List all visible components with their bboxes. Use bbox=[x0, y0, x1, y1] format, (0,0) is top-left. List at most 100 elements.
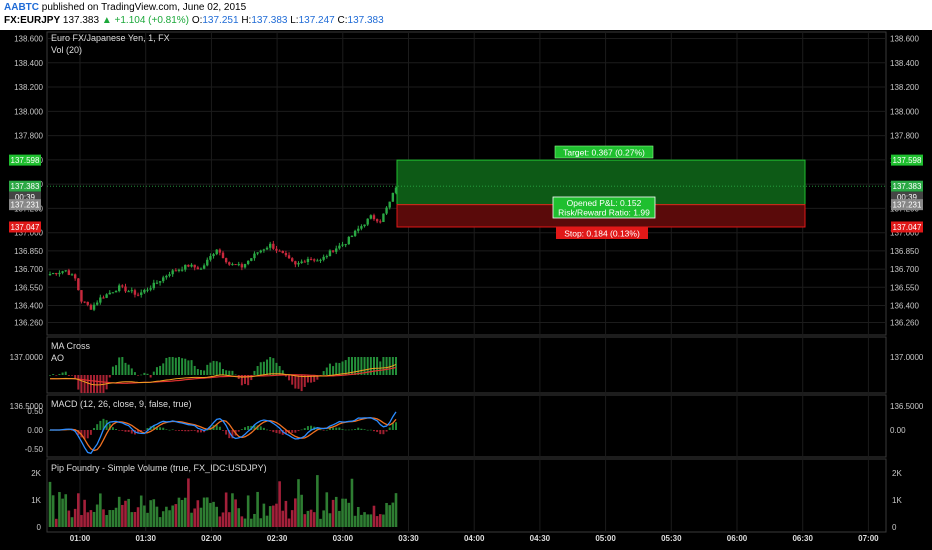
volume-bar bbox=[394, 493, 398, 527]
volume-bar bbox=[234, 499, 237, 527]
macd-hist-bar bbox=[165, 429, 168, 430]
ao-bar bbox=[74, 375, 77, 380]
volume-bar bbox=[187, 478, 190, 527]
macd-hist-bar bbox=[385, 430, 388, 432]
macd-hist-bar bbox=[215, 424, 218, 430]
candle-body bbox=[209, 256, 212, 260]
chart-canvas[interactable]: 138.600 138.600 138.400 138.400 138.200 138.2… bbox=[0, 30, 932, 550]
macd-hist-bar bbox=[99, 420, 102, 430]
ao-bar bbox=[58, 373, 61, 375]
macd-hist-bar bbox=[347, 429, 350, 431]
macd-hist-bar bbox=[240, 429, 243, 430]
candle-body bbox=[80, 290, 83, 302]
macd-y-tick-right: 0.00 bbox=[890, 426, 906, 435]
candle-body bbox=[291, 258, 294, 262]
candle-body bbox=[196, 267, 200, 270]
macd-hist-bar bbox=[262, 427, 265, 430]
volume-bar bbox=[111, 510, 115, 527]
volume-bar bbox=[218, 516, 222, 527]
high-value: 137.383 bbox=[251, 15, 288, 26]
y-tick-label-left: 136.550 bbox=[14, 283, 43, 292]
price-tag-right: 137.231 bbox=[893, 201, 922, 210]
candle-body bbox=[143, 289, 146, 293]
ao-bar bbox=[162, 363, 165, 375]
volume-bar bbox=[350, 478, 354, 527]
macd-hist-bar bbox=[96, 424, 99, 430]
volume-bar bbox=[171, 505, 174, 527]
y-tick-label-right: 136.400 bbox=[890, 302, 919, 311]
volume-bar bbox=[190, 512, 193, 527]
y-tick-label-left: 138.400 bbox=[14, 59, 43, 68]
ao-bar bbox=[83, 375, 86, 393]
macd-hist-bar bbox=[86, 430, 89, 439]
candle-body bbox=[344, 244, 347, 246]
ao-bar bbox=[363, 357, 366, 375]
ao-bar bbox=[385, 357, 388, 375]
y-tick-label-left: 136.400 bbox=[14, 302, 43, 311]
ao-bar bbox=[61, 372, 64, 375]
ma-pane[interactable] bbox=[46, 336, 887, 394]
ao-bar bbox=[322, 371, 325, 375]
candle-body bbox=[228, 262, 231, 265]
published-text: published on TradingView.com, June 02, 2… bbox=[39, 2, 247, 13]
candle-body bbox=[394, 187, 398, 193]
volume-bar bbox=[196, 500, 200, 527]
volume-bar bbox=[80, 515, 83, 527]
y-tick-label-left: 136.850 bbox=[14, 247, 43, 256]
volume-bar bbox=[316, 475, 319, 527]
candle-body bbox=[335, 248, 338, 252]
volume-bar bbox=[231, 493, 234, 527]
volume-bar bbox=[378, 514, 382, 527]
change-value: ▲ +1.104 (+0.81%) bbox=[101, 15, 190, 26]
candle-body bbox=[287, 255, 291, 259]
macd-pane[interactable] bbox=[46, 394, 887, 458]
price-tag-right-box bbox=[891, 221, 923, 233]
x-tick-label: 02:00 bbox=[201, 534, 222, 543]
volume-bar bbox=[99, 493, 102, 527]
volume-bar bbox=[149, 500, 152, 527]
candle-body bbox=[325, 256, 328, 258]
candle-body bbox=[174, 270, 178, 272]
volume-pane[interactable] bbox=[46, 458, 887, 533]
publish-line: AABTC published on TradingView.com, June… bbox=[4, 2, 246, 13]
ao-bar bbox=[159, 365, 162, 375]
volume-bar bbox=[86, 512, 90, 527]
candle-body bbox=[350, 235, 354, 237]
candle-body bbox=[215, 249, 218, 255]
macd-hist-bar bbox=[247, 425, 250, 430]
ao-bar bbox=[347, 357, 350, 375]
ao-bar bbox=[388, 357, 391, 375]
ao-bar bbox=[306, 375, 309, 383]
author-link[interactable]: AABTC bbox=[4, 2, 39, 13]
ao-bar bbox=[357, 357, 360, 375]
ao-bar bbox=[325, 367, 328, 375]
macd-hist-bar bbox=[159, 427, 162, 430]
macd-hist-bar bbox=[325, 429, 328, 431]
ao-bar bbox=[80, 375, 83, 393]
ao-bar bbox=[199, 369, 202, 375]
ao-bar bbox=[284, 375, 287, 377]
ao-bar bbox=[278, 366, 281, 375]
volume-bar bbox=[61, 498, 64, 527]
macd-hist-bar bbox=[171, 429, 174, 431]
volume-bar bbox=[92, 511, 96, 527]
low-value: 137.247 bbox=[298, 15, 335, 26]
macd-hist-bar bbox=[266, 429, 269, 431]
macd-hist-bar bbox=[372, 430, 375, 432]
candle-body bbox=[86, 301, 89, 305]
macd-hist-bar bbox=[115, 428, 118, 430]
ao-bar bbox=[130, 368, 133, 375]
macd-hist-bar bbox=[269, 430, 272, 431]
volume-bar bbox=[253, 513, 256, 527]
volume-bar bbox=[347, 502, 351, 527]
candle-body bbox=[64, 270, 67, 272]
ao-bar bbox=[395, 357, 397, 375]
candle-body bbox=[246, 260, 250, 265]
volume-bar bbox=[338, 510, 341, 527]
candle-body bbox=[102, 297, 105, 299]
macd-hist-bar bbox=[184, 430, 187, 432]
symbol-label[interactable]: FX:EURJPY bbox=[4, 15, 61, 26]
volume-bar bbox=[139, 495, 143, 527]
target-label: Target: 0.367 (0.27%) bbox=[563, 148, 645, 158]
macd-hist-bar bbox=[168, 429, 171, 431]
